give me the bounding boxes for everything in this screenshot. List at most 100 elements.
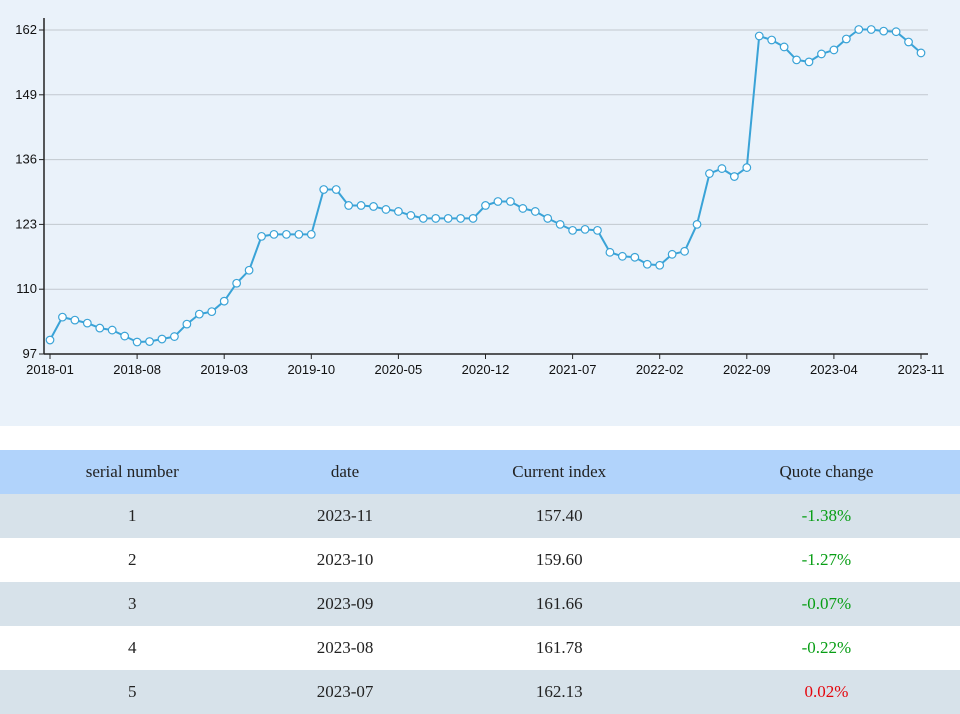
data-point	[443, 214, 453, 223]
cell-index: 159.60	[425, 538, 693, 582]
data-point	[916, 48, 926, 58]
data-point	[630, 252, 640, 262]
data-point	[456, 214, 466, 223]
data-point	[418, 214, 428, 223]
data-point	[605, 247, 615, 257]
chart-panel: 97 110 123 136 149 162 2018-01 2018-08 2019-03 20…	[0, 0, 960, 426]
cell-date: 2023-10	[264, 538, 426, 582]
cell-serial: 2	[0, 538, 265, 582]
data-point	[580, 224, 590, 234]
data-point	[282, 229, 291, 239]
x-tick-label: 2018-08	[113, 362, 161, 377]
data-point	[692, 219, 702, 229]
data-point	[431, 214, 441, 223]
x-tick-label: 2020-12	[462, 362, 510, 377]
data-point	[381, 205, 391, 214]
cell-change: -1.27%	[692, 538, 960, 582]
data-point	[58, 312, 67, 322]
data-point	[792, 55, 801, 65]
cell-change: 0.02%	[692, 670, 960, 714]
data-point	[879, 26, 889, 36]
data-point	[543, 214, 553, 223]
data-point	[468, 214, 478, 223]
data-point	[742, 163, 752, 172]
cell-index: 161.66	[425, 582, 693, 626]
cell-serial: 4	[0, 626, 265, 670]
data-point	[642, 259, 652, 269]
data-point	[568, 225, 577, 235]
x-tick-label: 2022-09	[723, 362, 771, 377]
data-point	[767, 35, 777, 45]
cell-index: 161.78	[425, 626, 693, 670]
data-point	[406, 211, 416, 220]
header-quote-change: Quote change	[692, 450, 960, 494]
data-point	[331, 185, 341, 194]
y-tick-label: 110	[16, 281, 37, 296]
data-point	[841, 34, 851, 44]
data-point	[705, 169, 714, 178]
data-point	[555, 219, 565, 229]
x-tick-label: 2023-04	[810, 362, 858, 377]
table-header-row: serial number date Current index Quote c…	[0, 450, 960, 494]
data-point	[207, 307, 217, 317]
table-row: 5 2023-07 162.13 0.02%	[0, 670, 960, 714]
x-tick-label: 2019-03	[200, 362, 248, 377]
data-point	[779, 42, 789, 52]
data-point	[729, 172, 739, 181]
data-point	[344, 201, 354, 210]
data-point	[170, 332, 179, 341]
x-tick-label: 2022-02	[636, 362, 684, 377]
data-point	[617, 251, 627, 261]
data-point	[294, 229, 304, 239]
y-tick-label: 123	[15, 216, 37, 231]
cell-change: -0.07%	[692, 582, 960, 626]
data-point	[829, 45, 839, 55]
x-tick-label: 2021-07	[549, 362, 597, 377]
data-point	[680, 246, 689, 256]
table-row: 4 2023-08 161.78 -0.22%	[0, 626, 960, 670]
cell-date: 2023-11	[264, 494, 426, 538]
x-tick-label: 2020-05	[375, 362, 423, 377]
data-point	[319, 185, 329, 194]
cell-serial: 3	[0, 582, 265, 626]
data-table: serial number date Current index Quote c…	[0, 450, 960, 714]
y-tick-label: 149	[15, 87, 37, 102]
data-point	[145, 337, 154, 346]
data-point	[70, 315, 80, 325]
cell-date: 2023-09	[264, 582, 426, 626]
data-point	[817, 49, 826, 59]
data-point	[394, 207, 403, 216]
cell-serial: 5	[0, 670, 265, 714]
data-point	[481, 201, 490, 210]
data-point	[219, 296, 229, 306]
data-point	[854, 25, 864, 34]
y-tick-label: 162	[15, 22, 37, 37]
data-point	[157, 334, 167, 344]
cell-serial: 1	[0, 494, 265, 538]
data-point	[257, 231, 266, 241]
header-date: date	[264, 450, 426, 494]
x-tick-label: 2019-10	[287, 362, 335, 377]
data-point	[717, 164, 727, 173]
data-point	[593, 225, 602, 235]
table-row: 2 2023-10 159.60 -1.27%	[0, 538, 960, 582]
cell-index: 157.40	[425, 494, 693, 538]
data-point	[530, 207, 540, 216]
data-point	[132, 337, 142, 347]
data-point	[95, 323, 105, 333]
x-tick-label: 2023-11	[898, 362, 945, 377]
data-point	[904, 37, 913, 47]
data-point	[655, 260, 665, 270]
data-point	[45, 335, 55, 345]
data-point	[107, 325, 117, 335]
data-point	[891, 27, 901, 37]
data-point	[804, 57, 814, 67]
data-point	[356, 201, 366, 210]
cell-date: 2023-07	[264, 670, 426, 714]
data-point	[306, 229, 316, 239]
data-point	[194, 309, 204, 319]
data-point	[518, 204, 528, 213]
cell-change: -0.22%	[692, 626, 960, 670]
header-serial-number: serial number	[0, 450, 265, 494]
cell-index: 162.13	[425, 670, 693, 714]
